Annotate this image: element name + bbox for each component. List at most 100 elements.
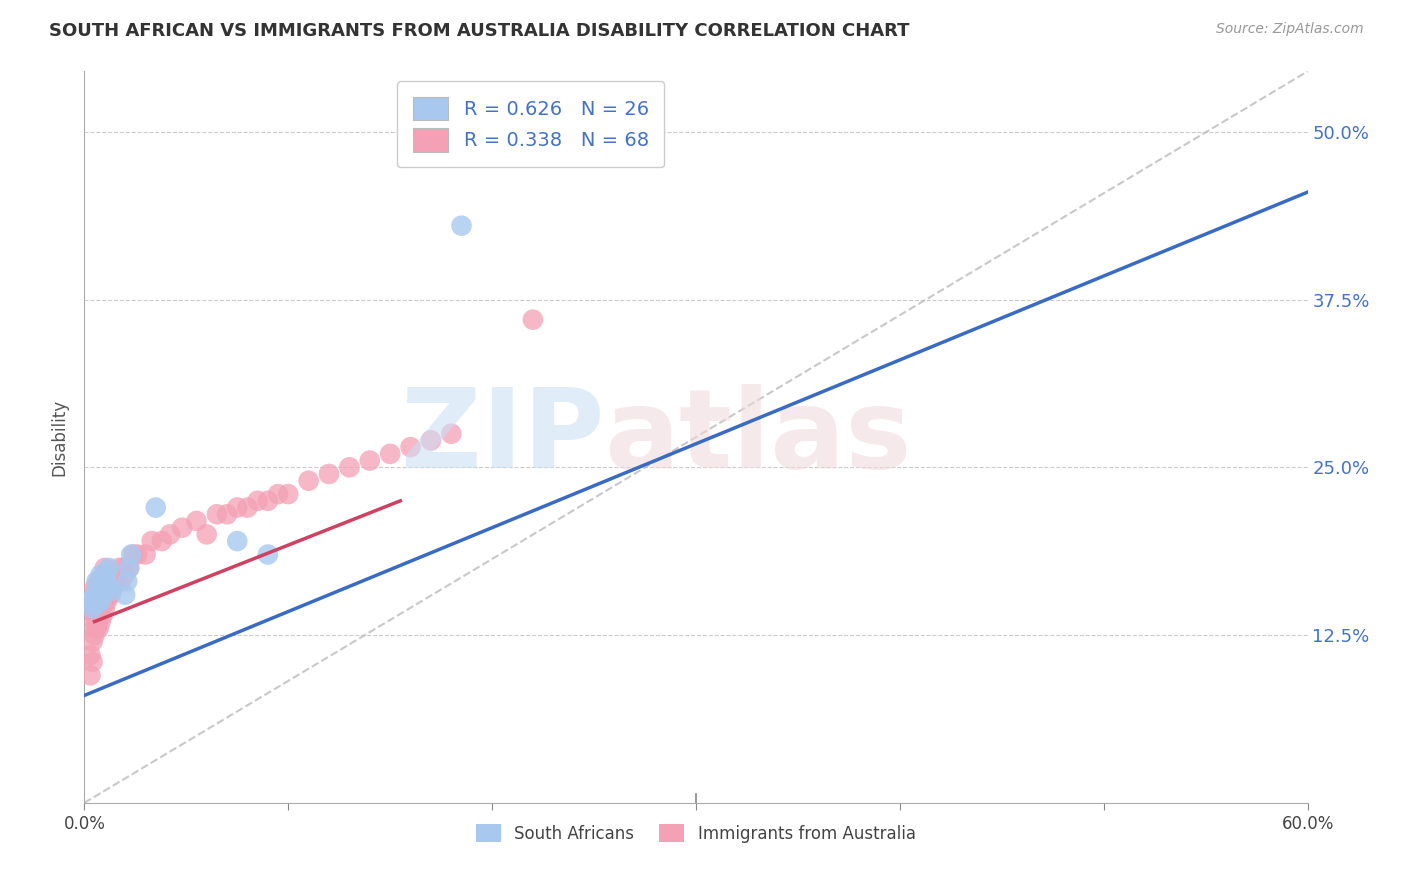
Point <box>217 508 239 522</box>
Point <box>91 574 114 589</box>
Point <box>267 487 290 501</box>
Point <box>141 534 163 549</box>
Point <box>246 493 269 508</box>
Point <box>86 621 108 635</box>
Point <box>420 434 443 448</box>
Y-axis label: Disability: Disability <box>51 399 69 475</box>
Point <box>108 561 131 575</box>
Point <box>226 500 249 515</box>
Point <box>90 581 112 595</box>
Point <box>96 581 118 595</box>
Point <box>100 588 122 602</box>
Point <box>79 668 101 682</box>
Point <box>172 521 194 535</box>
Point <box>97 567 120 582</box>
Point <box>145 500 167 515</box>
Point <box>86 581 108 595</box>
Point <box>83 594 105 608</box>
Point <box>112 561 135 575</box>
Point <box>186 514 208 528</box>
Point <box>90 615 112 629</box>
Legend: South Africans, Immigrants from Australia: South Africans, Immigrants from Australi… <box>470 817 922 849</box>
Point <box>83 601 105 615</box>
Point <box>110 574 132 589</box>
Point <box>115 574 138 589</box>
Point <box>318 467 340 481</box>
Text: atlas: atlas <box>605 384 911 491</box>
Text: Source: ZipAtlas.com: Source: ZipAtlas.com <box>1216 22 1364 37</box>
Point <box>83 621 105 635</box>
Point <box>118 561 141 575</box>
Point <box>118 561 141 575</box>
Point <box>86 574 108 589</box>
Point <box>93 570 115 584</box>
Point <box>97 588 120 602</box>
Point <box>86 597 108 611</box>
Point <box>83 615 105 629</box>
Point <box>87 601 110 615</box>
Point <box>226 534 249 549</box>
Point <box>82 634 104 648</box>
Point <box>450 219 472 233</box>
Point <box>83 628 105 642</box>
Point <box>83 588 105 602</box>
Point <box>105 567 128 582</box>
Point <box>93 561 115 575</box>
Point <box>87 581 110 595</box>
Point <box>440 426 463 441</box>
Point <box>100 583 122 598</box>
Point <box>159 527 181 541</box>
Point <box>150 534 173 549</box>
Point <box>101 581 124 595</box>
Point <box>96 565 118 579</box>
Point <box>90 567 112 582</box>
Point <box>127 548 149 562</box>
Point <box>277 487 299 501</box>
Point <box>79 648 101 662</box>
Point <box>90 594 112 608</box>
Point <box>120 548 142 562</box>
Point <box>205 508 228 522</box>
Point <box>83 607 105 622</box>
Point <box>97 578 120 592</box>
Point <box>114 588 136 602</box>
Point <box>97 561 120 575</box>
Point <box>87 588 110 602</box>
Point <box>87 574 110 589</box>
Point <box>96 594 118 608</box>
Point <box>86 594 108 608</box>
Point <box>90 594 112 608</box>
Point <box>86 607 108 622</box>
Point <box>257 493 280 508</box>
Point <box>298 474 321 488</box>
Point <box>87 621 110 635</box>
Point <box>91 583 114 598</box>
Point <box>93 583 115 598</box>
Point <box>104 574 127 589</box>
Point <box>522 312 544 326</box>
Point <box>100 567 122 582</box>
Point <box>359 453 381 467</box>
Point <box>91 581 114 595</box>
Point <box>82 655 104 669</box>
Point <box>93 601 115 615</box>
Point <box>135 548 157 562</box>
Point <box>93 588 115 602</box>
Point <box>91 607 114 622</box>
Point <box>83 581 105 595</box>
Point <box>195 527 218 541</box>
Point <box>122 548 145 562</box>
Point <box>339 460 361 475</box>
Point <box>79 594 101 608</box>
Point <box>96 574 118 589</box>
Point <box>87 588 110 602</box>
Point <box>82 601 104 615</box>
Text: ZIP: ZIP <box>401 384 605 491</box>
Point <box>399 440 422 454</box>
Point <box>257 548 280 562</box>
Point <box>236 500 259 515</box>
Point <box>93 574 115 589</box>
Point <box>380 447 402 461</box>
Point <box>114 567 136 582</box>
Text: SOUTH AFRICAN VS IMMIGRANTS FROM AUSTRALIA DISABILITY CORRELATION CHART: SOUTH AFRICAN VS IMMIGRANTS FROM AUSTRAL… <box>49 22 910 40</box>
